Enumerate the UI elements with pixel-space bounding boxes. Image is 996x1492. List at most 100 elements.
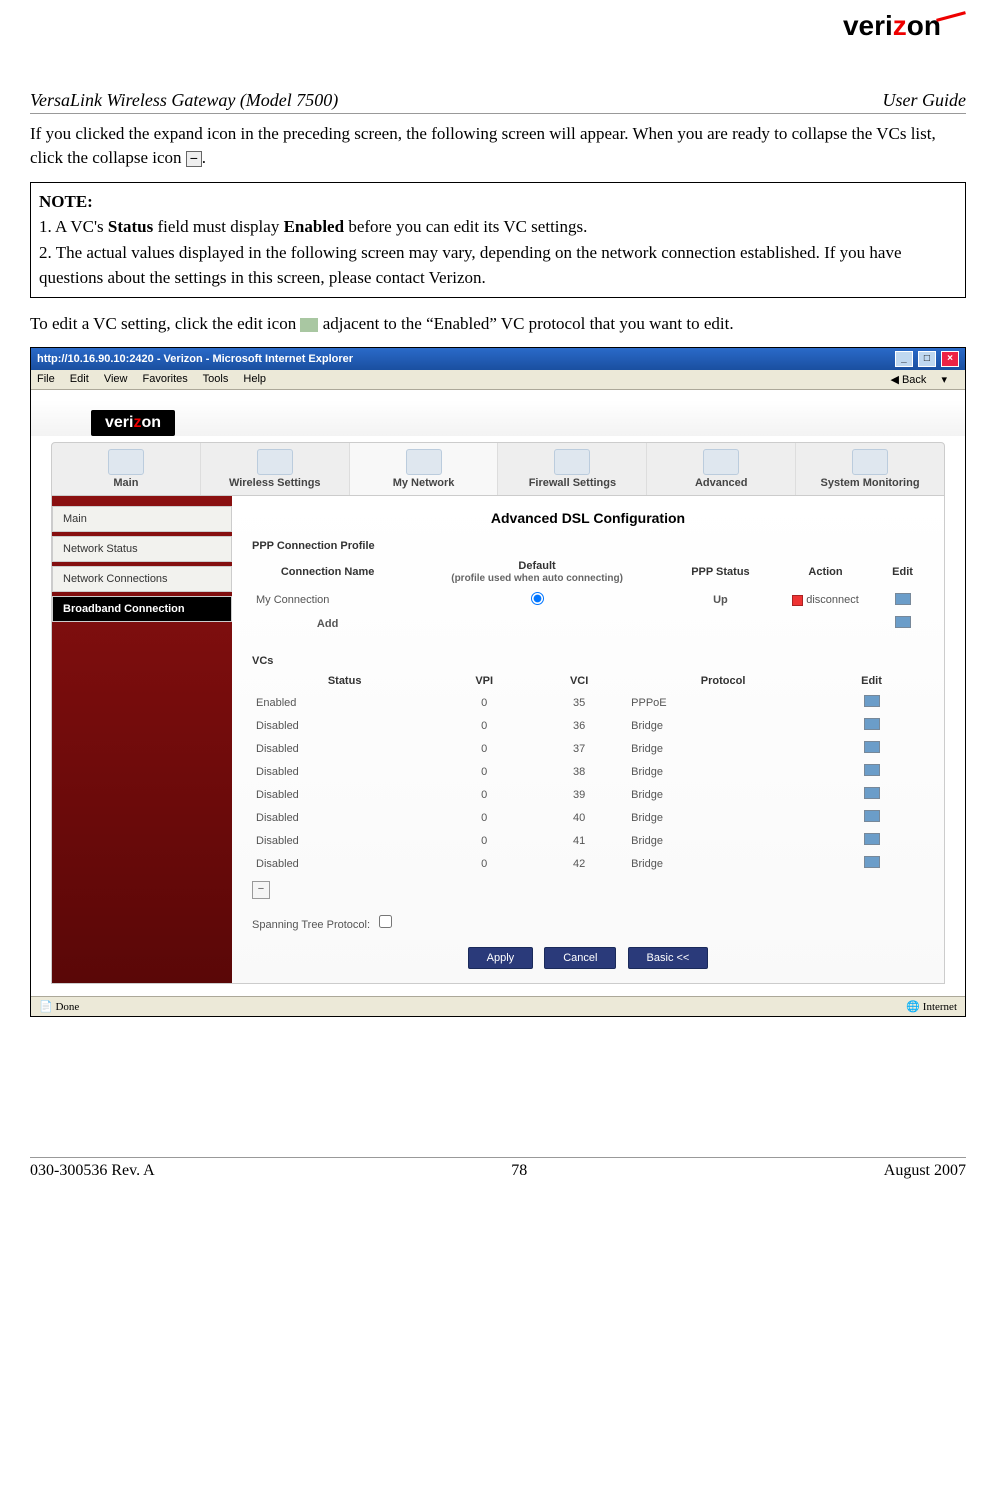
window-buttons: _ □ × — [893, 351, 959, 367]
vcs-protocol: Bridge — [627, 760, 819, 783]
vcs-protocol: Bridge — [627, 737, 819, 760]
ppp-table: Connection Name Default(profile used whe… — [252, 556, 924, 635]
apply-button[interactable]: Apply — [468, 947, 534, 969]
add-link[interactable]: Add — [252, 612, 403, 635]
menu-favorites[interactable]: Favorites — [143, 373, 188, 385]
vcs-th-protocol: Protocol — [627, 671, 819, 691]
vcs-edit-icon[interactable] — [864, 787, 880, 799]
vcs-status: Disabled — [252, 760, 437, 783]
ppp-th-name: Connection Name — [252, 556, 403, 588]
vcs-section-title: VCs — [252, 655, 924, 667]
vcs-row: Disabled041Bridge — [252, 829, 924, 852]
vcs-protocol: PPPoE — [627, 691, 819, 714]
vcs-edit-icon[interactable] — [864, 810, 880, 822]
tab-main[interactable]: Main — [52, 443, 201, 495]
vcs-row: Disabled037Bridge — [252, 737, 924, 760]
vcs-protocol: Bridge — [627, 829, 819, 852]
vcs-th-vci: VCI — [531, 671, 627, 691]
ppp-action[interactable]: disconnect — [770, 588, 881, 612]
menu-view[interactable]: View — [104, 373, 128, 385]
close-button[interactable]: × — [941, 351, 959, 367]
advanced-icon — [703, 449, 739, 475]
vcs-vci: 42 — [531, 852, 627, 875]
vcs-status: Disabled — [252, 806, 437, 829]
doc-title-left: VersaLink Wireless Gateway (Model 7500) — [30, 90, 338, 111]
ppp-section-title: PPP Connection Profile — [252, 540, 924, 552]
vcs-collapse-button[interactable]: − — [252, 881, 270, 899]
button-row: Apply Cancel Basic << — [252, 947, 924, 969]
ie-statusbar: 📄 Done 🌐 Internet — [31, 996, 965, 1016]
tab-mynetwork[interactable]: My Network — [350, 443, 499, 495]
page-title: Advanced DSL Configuration — [252, 510, 924, 526]
ppp-th-edit: Edit — [881, 556, 924, 588]
vcs-th-status: Status — [252, 671, 437, 691]
vcs-vci: 39 — [531, 783, 627, 806]
vcs-edit-icon[interactable] — [864, 718, 880, 730]
tab-firewall[interactable]: Firewall Settings — [498, 443, 647, 495]
add-edit-icon[interactable] — [895, 616, 911, 628]
main-icon — [108, 449, 144, 475]
vcs-vpi: 0 — [437, 829, 531, 852]
back-button[interactable]: ◀ Back ▾ — [890, 374, 947, 386]
menu-edit[interactable]: Edit — [70, 373, 89, 385]
ie-status-right: 🌐 Internet — [906, 1000, 957, 1013]
vcs-row: Disabled040Bridge — [252, 806, 924, 829]
ppp-th-status: PPP Status — [671, 556, 770, 588]
vcs-protocol: Bridge — [627, 806, 819, 829]
verizon-logo-top: verizon — [843, 10, 966, 42]
vcs-vpi: 0 — [437, 806, 531, 829]
vcs-vpi: 0 — [437, 852, 531, 875]
vcs-edit-icon[interactable] — [864, 856, 880, 868]
cancel-button[interactable]: Cancel — [544, 947, 616, 969]
menu-tools[interactable]: Tools — [203, 373, 229, 385]
vcs-vci: 38 — [531, 760, 627, 783]
basic-button[interactable]: Basic << — [628, 947, 709, 969]
note-item-2: 2. The actual values displayed in the fo… — [39, 240, 957, 291]
minimize-button[interactable]: _ — [895, 351, 913, 367]
browser-screenshot: http://10.16.90.10:2420 - Verizon - Micr… — [30, 347, 966, 1017]
ppp-status: Up — [671, 588, 770, 612]
vcs-vpi: 0 — [437, 760, 531, 783]
disconnect-icon — [792, 595, 803, 606]
sidebar-item-network-connections[interactable]: Network Connections — [52, 566, 232, 592]
footer-right: August 2007 — [884, 1162, 966, 1180]
sidebar-item-network-status[interactable]: Network Status — [52, 536, 232, 562]
vcs-vci: 37 — [531, 737, 627, 760]
sidebar-item-main[interactable]: Main — [52, 506, 232, 532]
ie-menubar: File Edit View Favorites Tools Help ◀ Ba… — [31, 370, 965, 390]
vcs-vpi: 0 — [437, 714, 531, 737]
vcs-edit-icon[interactable] — [864, 741, 880, 753]
document-header: VersaLink Wireless Gateway (Model 7500) … — [30, 90, 966, 114]
tab-system[interactable]: System Monitoring — [796, 443, 944, 495]
menu-file[interactable]: File — [37, 373, 55, 385]
vcs-row: Disabled042Bridge — [252, 852, 924, 875]
intro-paragraph: If you clicked the expand icon in the pr… — [30, 122, 966, 170]
router-page: verizon Main Wireless Settings My Networ… — [31, 390, 965, 984]
ppp-edit-icon[interactable] — [895, 593, 911, 605]
sidebar: Main Network Status Network Connections … — [52, 496, 232, 983]
note-item-1: 1. A VC's Status field must display Enab… — [39, 214, 957, 240]
vcs-status: Disabled — [252, 783, 437, 806]
vcs-th-vpi: VPI — [437, 671, 531, 691]
vcs-th-edit: Edit — [819, 671, 924, 691]
vcs-edit-icon[interactable] — [864, 695, 880, 707]
tab-advanced[interactable]: Advanced — [647, 443, 796, 495]
vcs-edit-icon[interactable] — [864, 833, 880, 845]
vcs-vpi: 0 — [437, 737, 531, 760]
ppp-conn-name: My Connection — [252, 588, 403, 612]
stp-checkbox[interactable] — [379, 915, 392, 928]
note-box: NOTE: 1. A VC's Status field must displa… — [30, 182, 966, 298]
tab-wireless[interactable]: Wireless Settings — [201, 443, 350, 495]
ie-title-text: http://10.16.90.10:2420 - Verizon - Micr… — [37, 353, 353, 365]
vcs-edit-icon[interactable] — [864, 764, 880, 776]
vcs-row: Enabled035PPPoE — [252, 691, 924, 714]
ie-toolbar-right: ◀ Back ▾ — [890, 373, 959, 386]
ppp-default-radio[interactable] — [531, 592, 544, 605]
menu-help[interactable]: Help — [243, 373, 266, 385]
collapse-icon: − — [186, 151, 202, 167]
vcs-status: Disabled — [252, 852, 437, 875]
sidebar-item-broadband[interactable]: Broadband Connection — [52, 596, 232, 622]
maximize-button[interactable]: □ — [918, 351, 936, 367]
vcs-row: Disabled036Bridge — [252, 714, 924, 737]
vcs-vci: 36 — [531, 714, 627, 737]
